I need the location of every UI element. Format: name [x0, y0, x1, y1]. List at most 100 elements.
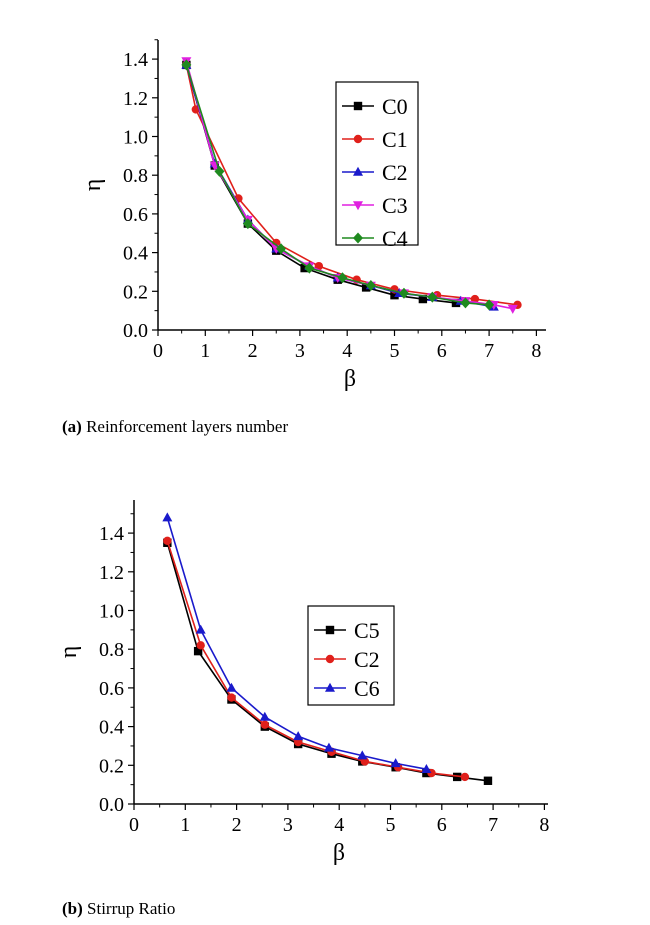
chart-b-series-c5-point — [483, 776, 493, 785]
chart-b-series-c6-point — [421, 763, 432, 773]
chart-b-series-c6-point — [226, 682, 237, 692]
chart-a-legend-box — [335, 81, 419, 246]
caption-b-text: Stirrup Ratio — [87, 899, 176, 918]
chart-a-series-c4-point — [304, 262, 315, 274]
chart-a-legend-label: C2 — [382, 160, 408, 185]
chart-b-legend-swatch-marker — [325, 682, 335, 692]
chart-a-series-c4-point — [484, 299, 495, 311]
chart-b-xtick-label: 4 — [334, 814, 344, 836]
chart-a-xtick-label: 1 — [200, 340, 210, 362]
chart-b-series-c6-point — [195, 624, 206, 634]
chart-b-ytick-label: 1.0 — [99, 601, 124, 623]
chart-a-series-c0-point — [451, 298, 461, 308]
chart-b-xtick-label: 6 — [437, 814, 447, 836]
chart-b-xtick-label: 8 — [539, 814, 549, 836]
chart-a-series-c4-point — [275, 243, 286, 255]
chart-b-ytick-label: 0.8 — [99, 639, 124, 661]
chart-a-series-c0-point — [418, 294, 428, 304]
caption-b: (b) Stirrup Ratio — [62, 899, 175, 919]
chart-b-xtick-label: 0 — [129, 814, 139, 836]
chart-a-legend-swatch-marker — [353, 166, 363, 176]
chart-a-ytick-label: 0.2 — [123, 281, 148, 303]
chart-a-legend-swatch-marker — [353, 201, 363, 211]
chart-a-series-c4-point — [214, 165, 225, 177]
chart-b-series-c6-point — [162, 512, 173, 522]
caption-b-tag: (b) — [62, 899, 83, 918]
chart-a-legend-label: C0 — [382, 94, 408, 119]
chart-b-series-c5-point — [452, 772, 462, 782]
chart-b-xtick-label: 2 — [232, 814, 242, 836]
chart-a-xtick-label: 3 — [295, 340, 305, 362]
chart-b-series-c2 — [163, 536, 470, 782]
chart-b-series-c2-point — [227, 693, 236, 702]
caption-a-text: Reinforcement layers number — [86, 417, 289, 436]
caption-a-tag: (a) — [62, 417, 82, 436]
chart-b-series-c2-line — [166, 540, 465, 778]
chart-b-series-c5-point — [193, 646, 203, 656]
chart-b-series-c2-point — [163, 536, 172, 546]
chart-a-xtick-label: 0 — [153, 340, 163, 362]
chart-b-series-c2-point — [196, 641, 205, 650]
chart-a-series-c0-point — [361, 283, 371, 292]
chart-a-xtick-label: 5 — [390, 340, 400, 362]
chart-b-xtick-label: 3 — [283, 814, 293, 836]
chart-b-legend-swatch-marker — [325, 625, 335, 635]
chart-b-xlabel: β — [333, 840, 345, 866]
caption-a: (a) Reinforcement layers number — [62, 417, 288, 437]
chart-b-series-c2-point — [460, 772, 470, 782]
chart-a-xtick-label: 2 — [248, 340, 258, 362]
chart-a-ytick-label: 0.4 — [123, 243, 148, 265]
chart-a-legend-label: C1 — [382, 127, 408, 152]
chart-a-ytick-label: 1.4 — [123, 49, 148, 71]
chart-b-xtick-label: 1 — [180, 814, 190, 836]
chart-a-legend-swatch-marker — [353, 101, 363, 111]
chart-a-legend-swatch-marker — [353, 134, 363, 144]
chart-a-ytick-label: 1.0 — [123, 127, 148, 149]
chart-b-series-c6 — [162, 512, 432, 773]
chart-a-series-c4-point — [242, 218, 253, 230]
chart-a-xlabel: β — [344, 366, 356, 392]
chart-b-series-c2-point — [260, 720, 270, 729]
chart-a-series-c4-point — [365, 279, 376, 291]
chart-a-legend: C0 C1 C2 C3 C4 — [335, 81, 419, 251]
chart-a-xtick-label: 8 — [531, 340, 541, 362]
chart-a-series-c3-point — [507, 304, 518, 314]
chart-b-series-c6-point — [259, 711, 270, 721]
chart-a-series-c4-point — [181, 59, 192, 71]
chart-b-series-c6-point — [357, 750, 368, 760]
chart-b-ytick-label: 0.4 — [99, 717, 124, 739]
chart-b-legend-box — [307, 605, 395, 706]
chart-b-ytick-label: 0.2 — [99, 755, 124, 777]
chart-b-ytick-label: 0.0 — [99, 794, 124, 816]
chart-a-ytick-label: 0.0 — [123, 320, 148, 342]
chart-a-legend-label: C4 — [382, 226, 408, 251]
chart-a-legend-swatch-marker — [353, 232, 363, 244]
chart-a-xtick-label: 6 — [437, 340, 447, 362]
chart-b-ylabel: η — [56, 646, 82, 659]
chart-a-series-c1-point — [314, 261, 324, 271]
chart-a-series-c4-point — [398, 287, 409, 299]
chart-b-xtick-label: 5 — [386, 814, 396, 836]
chart-a-legend-label: C3 — [382, 193, 408, 218]
chart-b-ytick-label: 1.2 — [99, 562, 124, 584]
chart-a-series-c4 — [181, 59, 495, 311]
chart-b-ytick-label: 0.6 — [99, 678, 124, 700]
chart-b-plot: 0 1 2 3 4 5 6 7 80.00.20.40.60.81.01.21.4βηC5C2C… — [56, 500, 549, 866]
chart-a-series-c4-point — [337, 272, 348, 284]
chart-a-plot: 0 1 2 3 4 5 6 7 80.00.20.40.60.81.01.21.4βηC0C1C… — [80, 39, 546, 392]
chart-a-series-c1-point — [470, 294, 480, 304]
chart-a-ytick-label: 0.8 — [123, 165, 148, 187]
chart-b-series-c6-point — [390, 758, 401, 768]
chart-a-ytick-label: 0.6 — [123, 204, 148, 226]
chart-b-legend: C5 C2 C6 — [307, 605, 395, 706]
chart-b-series-c6-point — [293, 731, 304, 741]
chart-a-ytick-label: 1.2 — [123, 88, 148, 110]
chart-a-series-c4-point — [427, 291, 438, 303]
chart-b-legend-label: C6 — [354, 676, 380, 701]
chart-b-legend-swatch-marker — [325, 654, 335, 664]
chart-a-series-c4-point — [460, 297, 471, 309]
chart-a-xtick-label: 7 — [484, 340, 494, 362]
chart-a-ylabel: η — [80, 179, 106, 192]
chart-b-ytick-label: 1.4 — [99, 523, 124, 545]
